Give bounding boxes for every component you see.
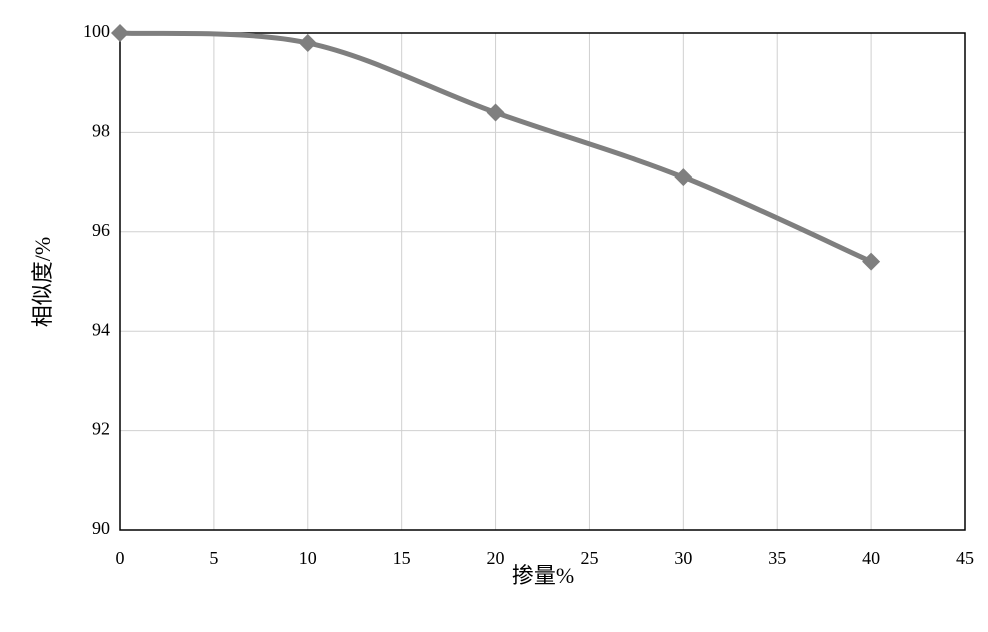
marker — [674, 168, 693, 187]
y-tick-label: 90 — [92, 518, 110, 538]
x-tick-label: 25 — [580, 548, 598, 568]
y-tick-label: 100 — [83, 21, 110, 41]
y-tick-label: 92 — [92, 419, 110, 439]
plot-frame — [119, 32, 966, 531]
marker — [486, 103, 505, 122]
x-axis-title: 掺量% — [512, 563, 574, 588]
x-tick-label: 20 — [487, 548, 505, 568]
y-tick-label: 94 — [92, 319, 110, 339]
x-tick-label: 5 — [209, 548, 218, 568]
x-tick-label: 30 — [674, 548, 692, 568]
y-tick-label: 98 — [92, 121, 110, 141]
y-axis-title: 相似度/% — [30, 237, 55, 327]
x-tick-label: 10 — [299, 548, 317, 568]
y-tick-label: 96 — [92, 220, 110, 240]
x-tick-label: 15 — [393, 548, 411, 568]
marker — [862, 252, 881, 271]
marker — [111, 24, 129, 42]
x-tick-label: 35 — [768, 548, 786, 568]
marker — [298, 33, 317, 52]
x-tick-label: 45 — [956, 548, 974, 568]
x-tick-label: 40 — [862, 548, 880, 568]
x-tick-label: 0 — [116, 548, 125, 568]
